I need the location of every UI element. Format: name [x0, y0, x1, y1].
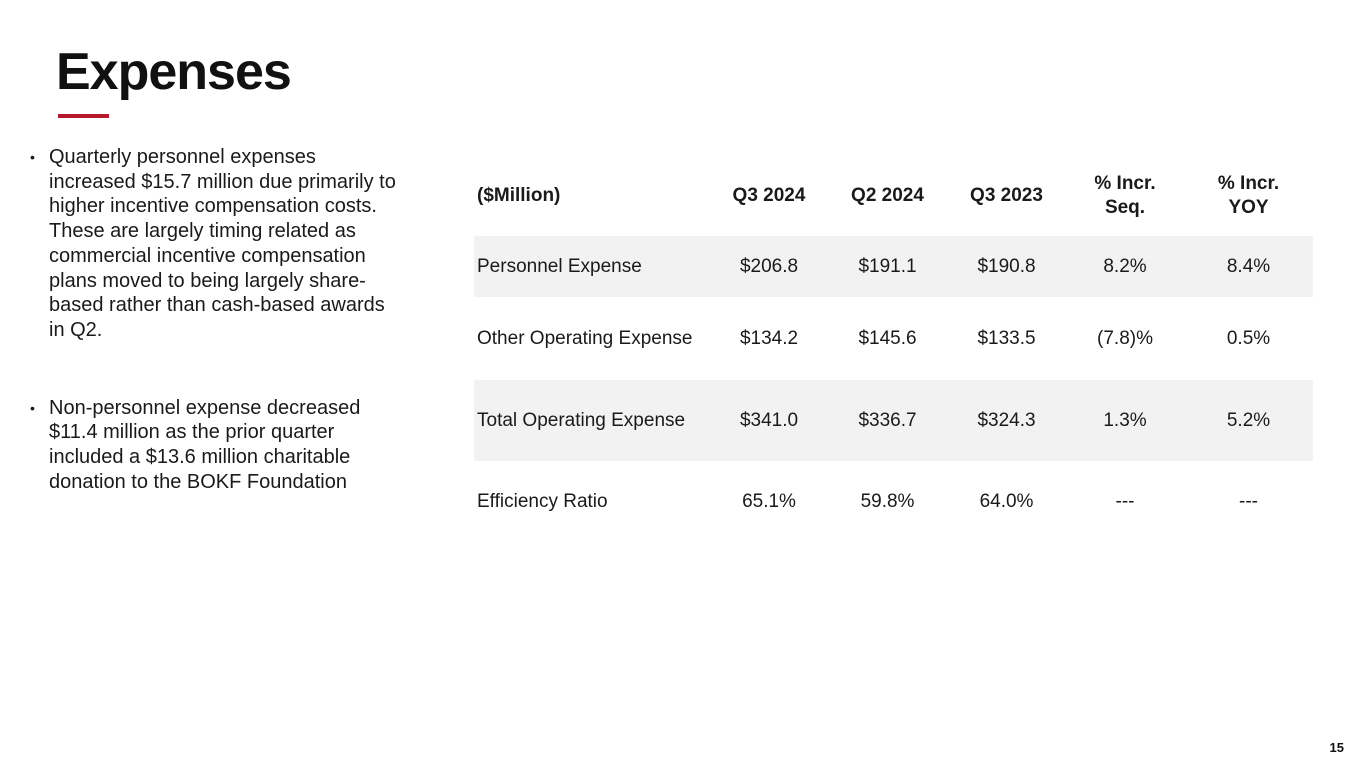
cell-q3-2023: $190.8	[947, 236, 1066, 297]
page-number: 15	[1329, 740, 1344, 755]
bullet-non-personnel: • Non-personnel expense decreased $11.4 …	[30, 396, 400, 495]
bullet-marker: •	[30, 399, 35, 416]
header-incr-yoy: % Incr. YOY	[1184, 156, 1313, 236]
table-row: Efficiency Ratio 65.1% 59.8% 64.0% --- -…	[474, 461, 1313, 543]
cell-q3-2024: $341.0	[710, 380, 828, 461]
table-header-row: ($Million) Q3 2024 Q2 2024 Q3 2023 % Inc…	[474, 156, 1313, 236]
row-label: Other Operating Expense	[474, 297, 710, 380]
cell-q2-2024: $336.7	[828, 380, 947, 461]
cell-q3-2023: $324.3	[947, 380, 1066, 461]
bullet-list: • Quarterly personnel expenses increased…	[30, 145, 400, 494]
page-title: Expenses	[56, 43, 292, 101]
bullet-marker: •	[30, 149, 35, 165]
expense-table: ($Million) Q3 2024 Q2 2024 Q3 2023 % Inc…	[474, 156, 1313, 543]
table-row: Personnel Expense $206.8 $191.1 $190.8 8…	[474, 236, 1313, 297]
header-incr-seq-line2: Seq.	[1104, 197, 1146, 218]
header-q3-2024: Q3 2024	[732, 185, 806, 206]
cell-q2-2024: $191.1	[828, 236, 947, 297]
row-label: Efficiency Ratio	[474, 461, 710, 543]
title-underline	[58, 114, 109, 118]
cell-incr-seq: 8.2%	[1066, 236, 1184, 297]
cell-q3-2023: $133.5	[947, 297, 1066, 380]
bullet-text: Quarterly personnel expenses increased $…	[49, 146, 396, 341]
header-q2-2024: Q2 2024	[851, 185, 924, 206]
cell-incr-seq: ---	[1066, 461, 1184, 543]
header-incr-seq: % Incr. Seq.	[1066, 156, 1184, 236]
header-q3-2023: Q3 2023	[970, 185, 1043, 206]
cell-incr-yoy: 0.5%	[1184, 297, 1313, 380]
header-incr-yoy-line2: YOY	[1228, 197, 1269, 218]
header-label: ($Million)	[477, 185, 561, 206]
bullet-personnel: • Quarterly personnel expenses increased…	[30, 145, 400, 343]
table-row: Other Operating Expense $134.2 $145.6 $1…	[474, 297, 1313, 380]
cell-q3-2024: $134.2	[710, 297, 828, 380]
bullet-text: Non-personnel expense decreased $11.4 mi…	[49, 396, 361, 493]
cell-q3-2023: 64.0%	[947, 461, 1066, 543]
row-label: Total Operating Expense	[474, 380, 710, 461]
cell-q2-2024: 59.8%	[828, 461, 947, 543]
cell-incr-yoy: ---	[1184, 461, 1313, 543]
cell-incr-seq: 1.3%	[1066, 380, 1184, 461]
row-label: Personnel Expense	[474, 236, 710, 297]
header-incr-seq-line1: % Incr.	[1094, 173, 1156, 194]
cell-q3-2024: $206.8	[710, 236, 828, 297]
cell-incr-yoy: 8.4%	[1184, 236, 1313, 297]
table-row: Total Operating Expense $341.0 $336.7 $3…	[474, 380, 1313, 461]
cell-incr-seq: (7.8)%	[1066, 297, 1184, 380]
cell-incr-yoy: 5.2%	[1184, 380, 1313, 461]
cell-q2-2024: $145.6	[828, 297, 947, 380]
cell-q3-2024: 65.1%	[710, 461, 828, 543]
header-incr-yoy-line1: % Incr.	[1217, 173, 1280, 194]
